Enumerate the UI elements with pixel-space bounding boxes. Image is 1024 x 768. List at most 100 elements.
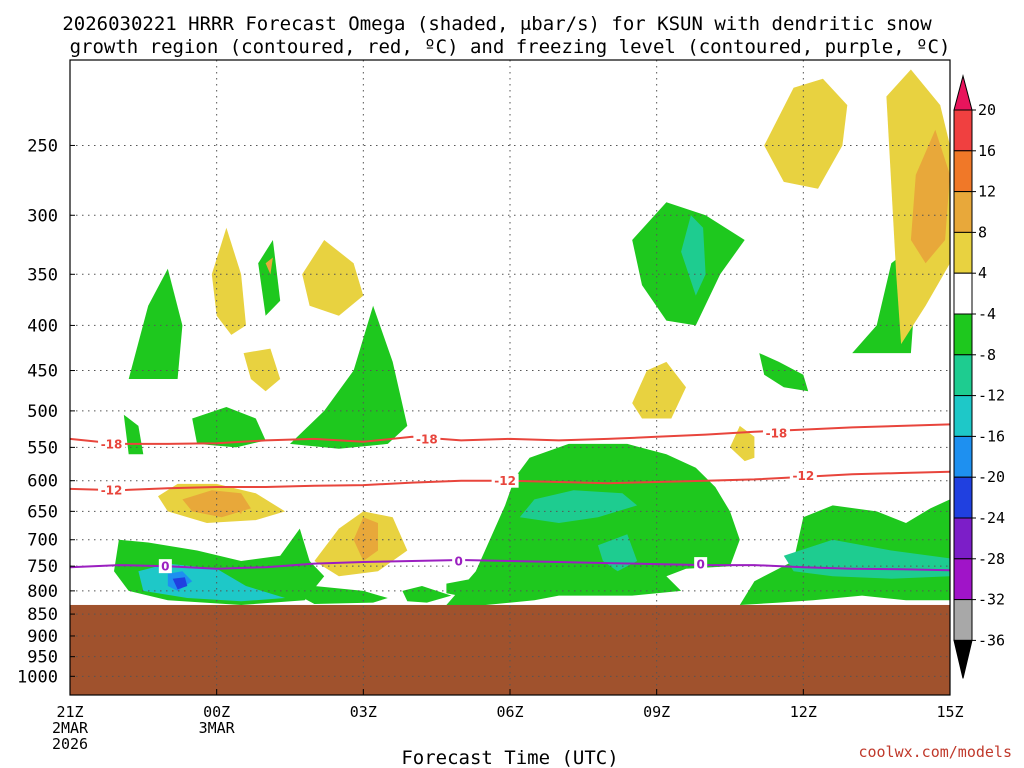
y-tick-label: 900 bbox=[27, 627, 58, 647]
colorbar-top-arrow bbox=[953, 74, 973, 111]
colorbar-label: -32 bbox=[978, 591, 1005, 609]
y-tick-label: 750 bbox=[27, 557, 58, 577]
contour-label: 0 bbox=[696, 558, 704, 572]
colorbar-segment bbox=[953, 109, 973, 152]
colorbar-segment bbox=[953, 191, 973, 233]
contour-label: -18 bbox=[766, 427, 788, 441]
omega-region-4 bbox=[211, 227, 246, 335]
contour-label-bg bbox=[413, 431, 441, 446]
omega-region-neg8 bbox=[402, 586, 452, 603]
contour-label: -18 bbox=[101, 437, 123, 451]
omega-region-8 bbox=[182, 490, 251, 518]
omega-region-neg12 bbox=[681, 215, 706, 296]
x-tick-label: 15Z bbox=[936, 703, 963, 721]
colorbar-label: -8 bbox=[978, 346, 996, 364]
chart-title-line1: 2026030221 HRRR Forecast Omega (shaded, … bbox=[62, 13, 932, 35]
y-tick-label: 500 bbox=[27, 402, 58, 422]
colorbar-segment bbox=[953, 313, 973, 356]
x-tick-label: 21Z bbox=[56, 703, 83, 721]
contour-label-bg bbox=[789, 468, 817, 483]
colorbar-label: 16 bbox=[978, 142, 996, 160]
contour-label: -18 bbox=[416, 432, 438, 446]
omega-region-neg8 bbox=[258, 240, 281, 316]
omega-region-neg8 bbox=[290, 305, 408, 449]
contour-dgz_-18 bbox=[69, 423, 951, 445]
contour-label-bg bbox=[491, 473, 519, 488]
colorbar-segment bbox=[953, 599, 973, 641]
contour-label-bg bbox=[158, 559, 172, 574]
gridlines bbox=[70, 60, 950, 695]
omega-region-8 bbox=[910, 129, 950, 264]
omega-region-8 bbox=[353, 517, 378, 561]
site-credit: coolwx.com/models bbox=[858, 743, 1012, 761]
contour-label-bg bbox=[98, 483, 126, 498]
contour-freezing_0 bbox=[69, 558, 951, 572]
colorbar-bottom-arrow bbox=[953, 639, 973, 679]
x-tick-label: 06Z bbox=[496, 703, 523, 721]
colorbar-label: 4 bbox=[978, 264, 987, 282]
y-tick-label: 450 bbox=[27, 362, 58, 382]
y-tick-label: 700 bbox=[27, 531, 58, 551]
omega-region-neg12 bbox=[519, 490, 638, 523]
y-tick-label: 850 bbox=[27, 605, 58, 625]
x-tick-label: 12Z bbox=[790, 703, 817, 721]
colorbar-label: -24 bbox=[978, 509, 1005, 527]
omega-region-8 bbox=[265, 257, 273, 275]
colorbar-segment bbox=[953, 517, 973, 560]
y-tick-label: 650 bbox=[27, 502, 58, 522]
omega-region-4 bbox=[764, 78, 848, 189]
omega-region-neg8 bbox=[128, 268, 183, 379]
omega-region-neg8 bbox=[290, 586, 388, 604]
colorbar-label: 8 bbox=[978, 223, 987, 241]
x-tick-label: 3MAR bbox=[199, 719, 236, 737]
contour-label: -12 bbox=[494, 474, 516, 488]
y-tick-label: 950 bbox=[27, 648, 58, 668]
omega-shading bbox=[114, 69, 950, 605]
colorbar-label: -28 bbox=[978, 550, 1005, 568]
temperature-contours: -18 -18 -18 -12 -12 -12 0 0 0 bbox=[69, 423, 951, 574]
colorbar-label: -12 bbox=[978, 387, 1005, 405]
terrain-fill bbox=[70, 604, 950, 695]
contour-label-bg bbox=[98, 436, 126, 451]
omega-region-neg8 bbox=[192, 407, 266, 448]
y-tick-label: 600 bbox=[27, 472, 58, 492]
omega-region-8 bbox=[236, 505, 244, 515]
x-tick-label: 00Z bbox=[203, 703, 230, 721]
y-tick-label: 250 bbox=[27, 136, 58, 156]
contour-label-bg bbox=[762, 426, 790, 441]
colorbar-segment bbox=[953, 354, 973, 397]
x-tick-label: 09Z bbox=[643, 703, 670, 721]
y-tick-label: 400 bbox=[27, 316, 58, 336]
x-axis-label: Forecast Time (UTC) bbox=[401, 747, 618, 768]
colorbar-segment bbox=[953, 395, 973, 437]
x-tick-label: 2MAR bbox=[52, 719, 89, 737]
colorbar-segment bbox=[953, 476, 973, 519]
colorbar-segment bbox=[953, 231, 973, 274]
contour-label: -12 bbox=[101, 484, 123, 498]
y-tick-label: 800 bbox=[27, 582, 58, 602]
colorbar-label: -4 bbox=[978, 305, 996, 323]
colorbar-label: 20 bbox=[978, 101, 996, 119]
contour-label-bg bbox=[452, 554, 466, 569]
y-axis: 2503003504004505005506006507007508008509… bbox=[17, 136, 75, 687]
x-tick-label: 03Z bbox=[350, 703, 377, 721]
y-tick-label: 550 bbox=[27, 438, 58, 458]
omega-region-neg8 bbox=[446, 576, 506, 598]
contour-label: 0 bbox=[161, 560, 169, 574]
y-tick-label: 350 bbox=[27, 265, 58, 285]
omega-region-4 bbox=[243, 348, 281, 392]
colorbar-label: 12 bbox=[978, 183, 996, 201]
contour-label: -12 bbox=[792, 469, 814, 483]
colorbar-segment bbox=[953, 272, 973, 315]
plot-area: -18 -18 -18 -12 -12 -12 0 0 0 bbox=[69, 59, 951, 696]
omega-region-neg12 bbox=[598, 534, 638, 572]
colorbar-label: -20 bbox=[978, 468, 1005, 486]
contour-label-bg bbox=[694, 557, 708, 572]
omega-region-neg8 bbox=[759, 353, 809, 392]
colorbar-segment bbox=[953, 150, 973, 193]
colorbar-segment bbox=[953, 558, 973, 601]
omega-region-4 bbox=[302, 240, 364, 316]
colorbar-label: -16 bbox=[978, 427, 1005, 445]
